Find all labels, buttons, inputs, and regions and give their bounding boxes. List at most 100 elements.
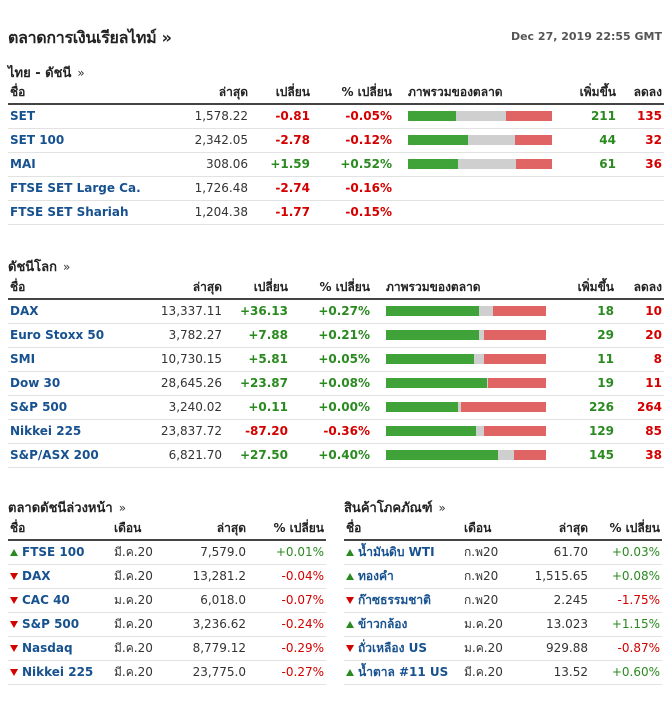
quote-name-cell[interactable]: ก๊าซธรรมชาติ — [344, 588, 462, 613]
last-value: 8,779.12 — [176, 636, 248, 661]
advances-count: 11 — [548, 347, 616, 372]
quote-name-link[interactable]: น้ำตาล #11 US — [358, 664, 449, 679]
quote-name-link[interactable]: ข้าวกล้อง — [358, 616, 408, 631]
breadth-advancing-segment — [408, 111, 456, 122]
arrow-down-icon — [10, 621, 18, 628]
quote-name-cell[interactable]: ข้าวกล้อง — [344, 612, 462, 637]
table-row[interactable]: น้ำมันดิบ WTI ก.พ20 61.70 +0.03% — [344, 540, 662, 565]
quote-name-link[interactable]: ทองคำ — [358, 568, 394, 583]
declines-count: 85 — [616, 419, 664, 444]
quote-name-link[interactable]: Nikkei 225 — [22, 665, 94, 679]
quote-name-cell[interactable]: น้ำมันดิบ WTI — [344, 540, 462, 565]
col-last: ล่าสุด — [176, 518, 248, 541]
market-breadth-bar — [386, 426, 546, 436]
table-row[interactable]: SMI 10,730.15 +5.81 +0.05% 11 8 — [8, 347, 664, 372]
col-pct-change: % เปลี่ยน — [248, 518, 326, 541]
index-name-link[interactable]: S&P/ASX 200 — [8, 443, 138, 468]
col-change: เปลี่ยน — [250, 82, 312, 105]
table-row[interactable]: Euro Stoxx 50 3,782.27 +7.88 +0.21% 29 20 — [8, 323, 664, 348]
futures-heading[interactable]: ตลาดดัชนีล่วงหน้า » — [8, 497, 126, 518]
quote-name-link[interactable]: Nasdaq — [22, 641, 73, 655]
index-name-link[interactable]: Euro Stoxx 50 — [8, 323, 138, 348]
table-row[interactable]: S&P 500 3,240.02 +0.11 +0.00% 226 264 — [8, 395, 664, 420]
table-row[interactable]: Nikkei 225 มี.ค.20 23,775.0 -0.27% — [8, 660, 326, 685]
declines-count: 36 — [618, 152, 664, 177]
quote-name-link[interactable]: DAX — [22, 569, 51, 583]
table-row[interactable]: FTSE SET Large Ca. 1,726.48 -2.74 -0.16% — [8, 176, 664, 201]
table-row[interactable]: น้ำตาล #11 US มี.ค.20 13.52 +0.60% — [344, 660, 662, 685]
quote-name-link[interactable]: FTSE 100 — [22, 545, 85, 560]
declines-count — [618, 200, 664, 225]
quote-name-cell[interactable]: ถั่วเหลือง US — [344, 636, 462, 661]
table-row[interactable]: ถั่วเหลือง US ม.ค.20 929.88 -0.87% — [344, 636, 662, 661]
table-row[interactable]: DAX มี.ค.20 13,281.2 -0.04% — [8, 564, 326, 589]
quote-name-link[interactable]: ก๊าซธรรมชาติ — [358, 592, 431, 607]
table-row[interactable]: Nikkei 225 23,837.72 -87.20 -0.36% 129 85 — [8, 419, 664, 444]
index-name-link[interactable]: FTSE SET Large Ca. — [8, 176, 158, 201]
pct-change-value: -0.04% — [248, 564, 326, 589]
chevron-right-icon: » — [77, 66, 85, 80]
table-row[interactable]: SET 1,578.22 -0.81 -0.05% 211 135 — [8, 104, 664, 129]
thai-index-table: ชื่อ ล่าสุด เปลี่ยน % เปลี่ยน ภาพรวมของต… — [8, 82, 664, 225]
table-row[interactable]: SET 100 2,342.05 -2.78 -0.12% 44 32 — [8, 128, 664, 153]
advances-count: 211 — [554, 104, 618, 129]
breadth-declining-segment — [488, 378, 546, 388]
table-row[interactable]: MAI 308.06 +1.59 +0.52% 61 36 — [8, 152, 664, 177]
pct-change-value: +0.40% — [290, 443, 372, 468]
index-name-link[interactable]: DAX — [8, 299, 138, 324]
breadth-unchanged-segment — [486, 378, 489, 388]
index-name-link[interactable]: Nikkei 225 — [8, 419, 138, 444]
last-value: 6,018.0 — [176, 588, 248, 613]
table-row[interactable]: ข้าวกล้อง ม.ค.20 13.023 +1.15% — [344, 612, 662, 637]
breadth-advancing-segment — [386, 402, 458, 412]
advances-count: 44 — [554, 128, 618, 153]
table-row[interactable]: S&P 500 มี.ค.20 3,236.62 -0.24% — [8, 612, 326, 637]
market-breadth-cell — [372, 395, 548, 420]
table-row[interactable]: ทองคำ ก.พ20 1,515.65 +0.08% — [344, 564, 662, 589]
quote-name-cell[interactable]: Nasdaq — [8, 636, 112, 661]
table-row[interactable]: DAX 13,337.11 +36.13 +0.27% 18 10 — [8, 299, 664, 324]
index-name-link[interactable]: SET — [8, 104, 158, 129]
index-name-link[interactable]: S&P 500 — [8, 395, 138, 420]
quote-name-cell[interactable]: FTSE 100 — [8, 540, 112, 565]
world-heading[interactable]: ดัชนีโลก » — [8, 256, 70, 277]
col-name: ชื่อ — [344, 518, 462, 541]
pct-change-value: -1.75% — [590, 588, 662, 613]
quote-name-cell[interactable]: CAC 40 — [8, 588, 112, 613]
table-row[interactable]: Nasdaq มี.ค.20 8,779.12 -0.29% — [8, 636, 326, 661]
quote-name-cell[interactable]: น้ำตาล #11 US — [344, 660, 462, 685]
quote-name-cell[interactable]: DAX — [8, 564, 112, 589]
index-name-link[interactable]: SET 100 — [8, 128, 158, 153]
table-header-row: ชื่อ เดือน ล่าสุด % เปลี่ยน — [8, 518, 326, 541]
contract-month: มี.ค.20 — [112, 540, 176, 565]
commodities-heading[interactable]: สินค้าโภคภัณฑ์ » — [344, 497, 446, 518]
index-name-link[interactable]: SMI — [8, 347, 138, 372]
advances-count: 19 — [548, 371, 616, 396]
thai-heading[interactable]: ไทย - ดัชนี » — [8, 62, 85, 83]
index-name-link[interactable]: Dow 30 — [8, 371, 138, 396]
quote-name-cell[interactable]: Nikkei 225 — [8, 660, 112, 685]
pct-change-value: +0.05% — [290, 347, 372, 372]
breadth-advancing-segment — [408, 135, 469, 145]
table-header-row: ชื่อ ล่าสุด เปลี่ยน % เปลี่ยน ภาพรวมของต… — [8, 82, 664, 105]
quote-name-link[interactable]: CAC 40 — [22, 593, 70, 607]
table-row[interactable]: FTSE 100 มี.ค.20 7,579.0 +0.01% — [8, 540, 326, 565]
index-name-link[interactable]: FTSE SET Shariah — [8, 200, 158, 225]
index-name-link[interactable]: MAI — [8, 152, 158, 177]
page-title[interactable]: ตลาดการเงินเรียลไทม์ » — [8, 28, 172, 47]
quote-name-cell[interactable]: S&P 500 — [8, 612, 112, 637]
table-row[interactable]: Dow 30 28,645.26 +23.87 +0.08% 19 11 — [8, 371, 664, 396]
quote-name-link[interactable]: S&P 500 — [22, 617, 80, 631]
col-name: ชื่อ — [8, 518, 112, 541]
table-row[interactable]: ก๊าซธรรมชาติ ก.พ20 2.245 -1.75% — [344, 588, 662, 613]
table-row[interactable]: S&P/ASX 200 6,821.70 +27.50 +0.40% 145 38 — [8, 443, 664, 468]
quote-name-link[interactable]: น้ำมันดิบ WTI — [358, 544, 435, 559]
quote-name-cell[interactable]: ทองคำ — [344, 564, 462, 589]
pct-change-value: -0.05% — [312, 104, 394, 129]
arrow-down-icon — [10, 645, 18, 652]
pct-change-value: -0.87% — [590, 636, 662, 661]
quote-name-link[interactable]: ถั่วเหลือง US — [358, 640, 427, 655]
pct-change-value: -0.16% — [312, 176, 394, 201]
table-row[interactable]: FTSE SET Shariah 1,204.38 -1.77 -0.15% — [8, 200, 664, 225]
table-row[interactable]: CAC 40 ม.ค.20 6,018.0 -0.07% — [8, 588, 326, 613]
